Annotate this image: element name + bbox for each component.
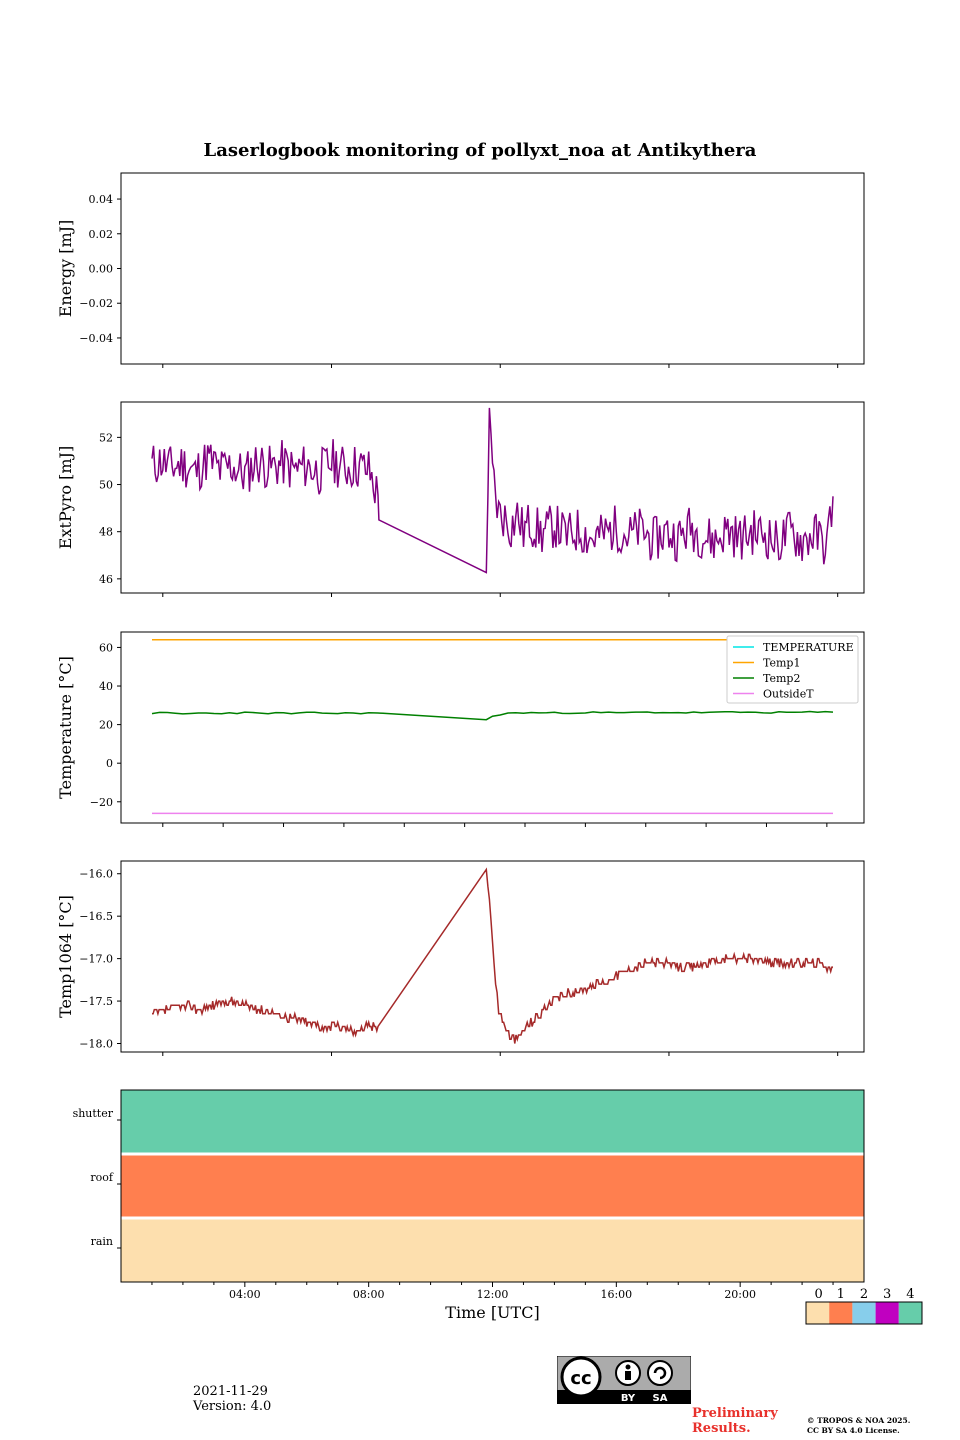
energy-ytick-label: −0.04 [79, 332, 113, 345]
temperature-legend-box [726, 635, 859, 704]
footer-date: 2021-11-29 [193, 1384, 268, 1399]
colorbar-swatch-3 [875, 1302, 899, 1324]
colorbar-label: 3 [883, 1287, 891, 1302]
status-xtick-label: 08:00 [353, 1288, 385, 1301]
copyright-line1: © TROPOS & NOA 2025. [807, 1416, 911, 1425]
status-row-shutter [121, 1090, 864, 1154]
colorbar-swatch-1 [829, 1302, 853, 1324]
footer-version: Version: 4.0 [193, 1399, 272, 1414]
cc-by-sa-icon: cc BY SA [557, 1356, 691, 1404]
colorbar-swatch-2 [852, 1302, 876, 1324]
status-xtick-label: 12:00 [477, 1288, 509, 1301]
colorbar-swatch-4 [898, 1302, 922, 1324]
status-row-label-rain: rain [91, 1235, 113, 1248]
status-xtick-label: 20:00 [724, 1288, 756, 1301]
temperature-temp2-series-line [151, 710, 834, 721]
energy-ylabel: Energy [mJ] [56, 220, 75, 318]
temp1064-ytick-label: −18.0 [79, 1038, 113, 1051]
colorbar-label: 1 [837, 1287, 845, 1302]
temperature-ytick-label: 20 [99, 719, 113, 732]
status-row-rain [121, 1218, 864, 1282]
status-xlabel: Time [UTC] [445, 1303, 539, 1322]
extpyro-ylabel: ExtPyro [mJ] [56, 446, 75, 549]
energy-axes-frame [120, 172, 865, 365]
colorbar-label: 4 [906, 1287, 914, 1302]
status-row-label-roof: roof [90, 1171, 114, 1184]
status-row-label-shutter: shutter [73, 1107, 114, 1120]
legend-label-temp1: Temp1 [763, 657, 800, 670]
colorbar-frame [805, 1301, 923, 1325]
cc-text: cc [570, 1368, 591, 1389]
colorbar-label: 0 [814, 1287, 822, 1302]
temp1064-axes-frame [120, 860, 865, 1053]
temp1064-series-line [152, 867, 833, 1044]
status-row-roof [121, 1154, 864, 1218]
legend-label-temperature: TEMPERATURE [763, 641, 854, 654]
temp1064-ytick-label: −16.0 [79, 868, 113, 881]
legend-label-temp2: Temp2 [763, 672, 800, 685]
status-xtick-label: 16:00 [600, 1288, 632, 1301]
copyright-note: © TROPOS & NOA 2025. CC BY SA 4.0 Licens… [807, 1416, 910, 1436]
colorbar-swatch-0 [806, 1302, 830, 1324]
extpyro-ytick-label: 52 [99, 431, 113, 444]
extpyro-ytick-label: 46 [99, 573, 113, 586]
temperature-ytick-label: 40 [99, 680, 113, 693]
energy-ytick-label: 0.04 [89, 193, 114, 206]
cc-by-text: BY [621, 1393, 636, 1404]
temp1064-ytick-label: −17.5 [79, 995, 113, 1008]
temp1064-ytick-label: −17.0 [79, 953, 113, 966]
colorbar-label: 2 [860, 1287, 868, 1302]
temperature-ytick-label: 0 [106, 757, 113, 770]
cc-sa-text: SA [653, 1393, 668, 1404]
status-xtick-label: 04:00 [229, 1288, 261, 1301]
preliminary-line2: Results. [692, 1421, 751, 1436]
temperature-axes-frame [120, 631, 865, 824]
temperature-ytick-label: 60 [99, 641, 113, 654]
extpyro-ytick-label: 50 [99, 479, 113, 492]
preliminary-note: Preliminary Results. [692, 1406, 778, 1436]
temp1064-ylabel: Temp1064 [°C] [56, 895, 75, 1018]
energy-ytick-label: 0.00 [89, 263, 114, 276]
extpyro-axes-frame [120, 401, 865, 594]
legend-label-outsidet: OutsideT [763, 688, 814, 701]
temperature-ylabel: Temperature [°C] [56, 656, 75, 799]
energy-ytick-label: 0.02 [89, 228, 114, 241]
figure-title: Laserlogbook monitoring of pollyxt_noa a… [203, 140, 757, 161]
extpyro-series-line [151, 407, 834, 574]
temperature-ytick-label: −20 [90, 796, 113, 809]
temp1064-ytick-label: −16.5 [79, 910, 113, 923]
preliminary-line1: Preliminary [692, 1406, 778, 1421]
footer-date-block: 2021-11-29 Version: 4.0 [193, 1384, 271, 1414]
energy-ytick-label: −0.02 [79, 297, 113, 310]
extpyro-ytick-label: 48 [99, 526, 113, 539]
copyright-line2: CC BY SA 4.0 License. [807, 1426, 900, 1435]
